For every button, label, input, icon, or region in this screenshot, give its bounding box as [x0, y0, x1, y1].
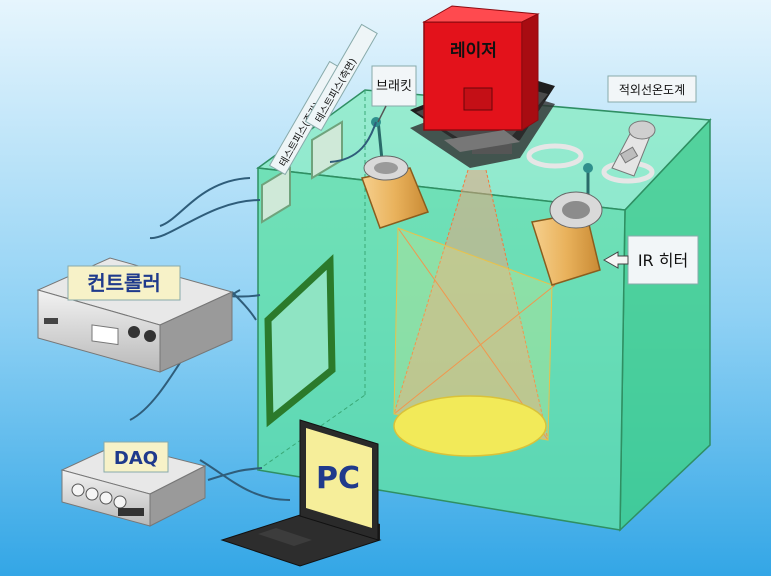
controller-label: 컨트롤러 [87, 271, 161, 295]
bracket-label-box [371, 65, 417, 107]
pyrometer-label-box [607, 75, 697, 103]
laser-label: 레이저 [450, 41, 497, 61]
bracket-label: 브래킷 [376, 79, 412, 94]
ir-heater-right [531, 163, 603, 286]
controller-label-box [67, 265, 181, 301]
daq-label: DAQ [114, 448, 158, 469]
laptop [220, 419, 382, 567]
laser-beam [393, 169, 556, 441]
laser-device [410, 5, 555, 168]
pc-label: PC [316, 461, 360, 496]
ir-heater-label-box [627, 235, 699, 285]
viewport-ring [526, 143, 584, 169]
daq-label-box [103, 441, 169, 473]
pyrometer-device [611, 120, 656, 177]
specimen-spot [393, 395, 547, 457]
testpiece-side-panel [261, 166, 291, 224]
heater-beam [393, 227, 553, 441]
pyrometer-label: 적외선온도계 [619, 83, 685, 97]
ir-heater-arrow [602, 251, 629, 269]
chamber-window [264, 254, 336, 428]
ir-heater-label: IR 히터 [638, 251, 688, 270]
bracket-leader [377, 105, 387, 123]
